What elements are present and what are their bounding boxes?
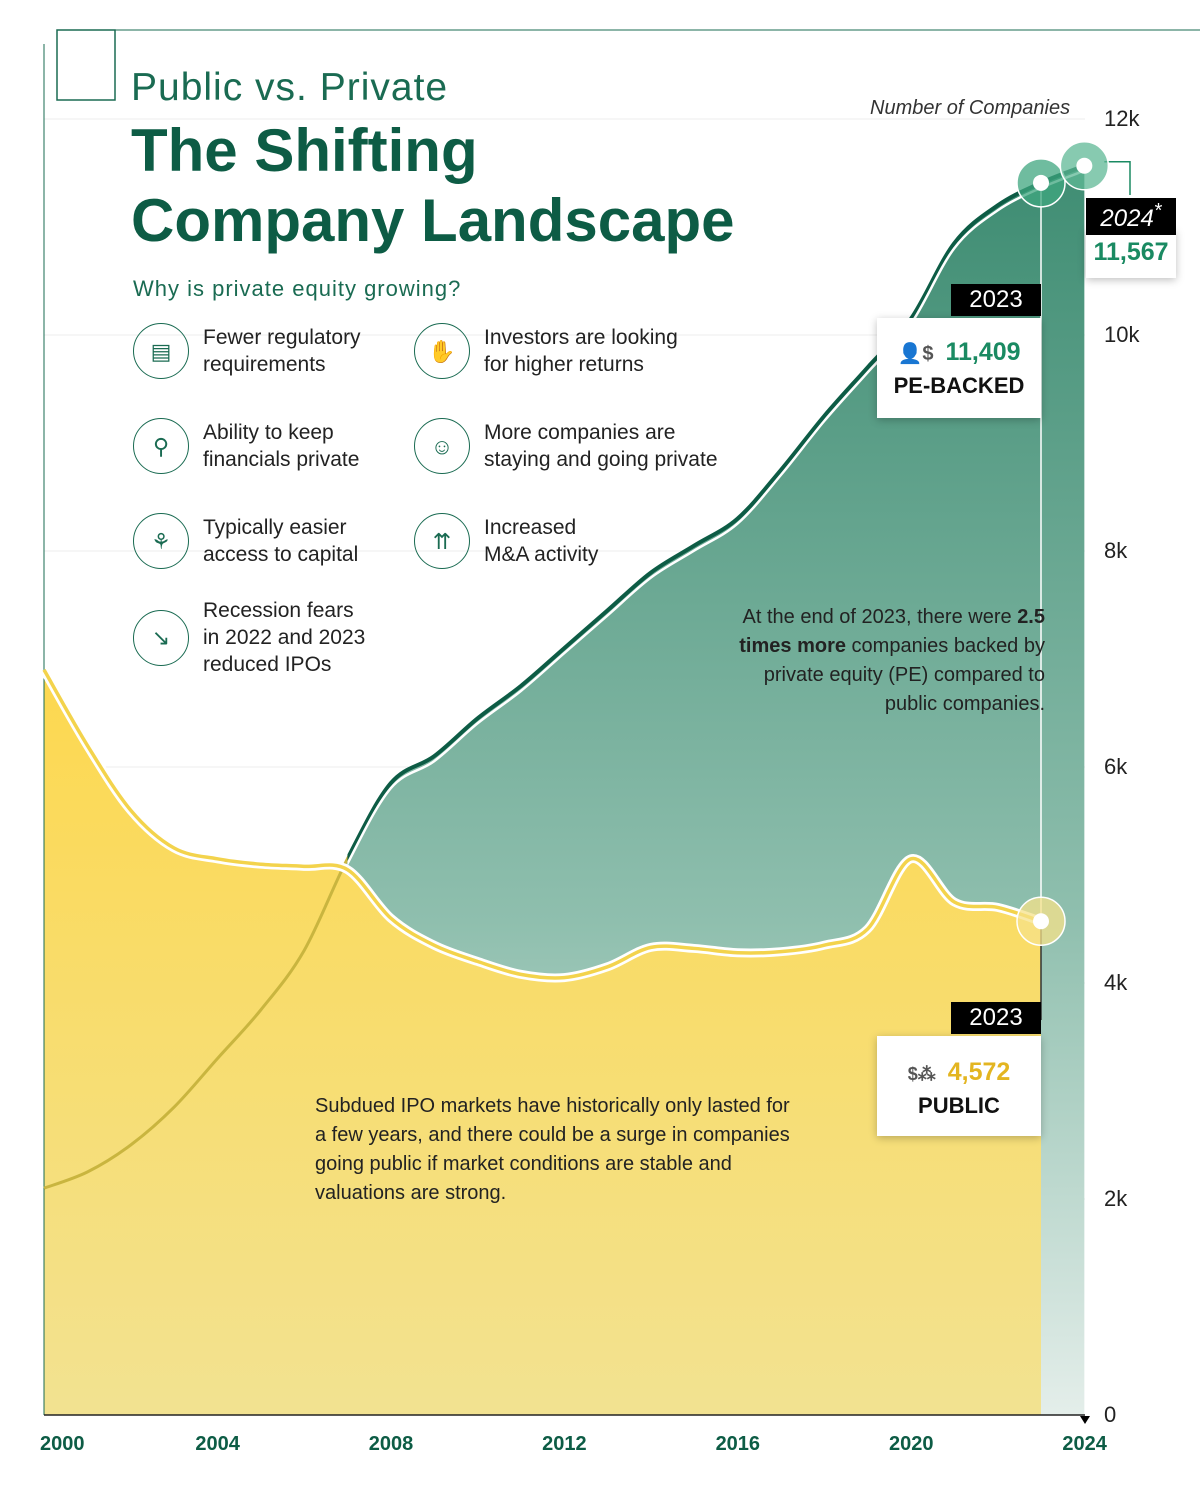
reason-item: ⇈ Increased M&A activity [414,513,598,569]
y-axis-title: Number of Companies [870,97,1071,119]
reason-line: staying and going private [484,448,718,471]
y-tick-label: 6k [1104,754,1128,779]
y-tick-label: 10k [1104,322,1140,347]
reason-item: ⚘ Typically easier access to capital [133,513,358,569]
reason-line: for higher returns [484,353,644,376]
connector-2024 [1104,161,1131,195]
reason-line: Fewer regulatory [203,326,361,349]
reason-line: More companies are [484,421,676,444]
reason-text: Recession fears in 2022 and 2023 reduced I… [203,597,365,678]
chart-down-icon: ↘ [133,609,189,666]
reason-line: financials private [203,448,360,471]
public-note: Subdued IPO markets have historically on… [315,1095,790,1204]
y-tick-label: 2k [1104,1186,1128,1211]
reason-item: ☺ More companies are staying and going pri… [414,418,718,474]
reason-text: Increased M&A activity [484,514,598,568]
decor-square [56,29,116,101]
reason-line: Investors are looking [484,326,678,349]
callout-value-row: 👤$ 11,409 [877,318,1041,367]
reason-line: Ability to keep [203,421,334,444]
x-tick-label: 2012 [542,1433,587,1455]
public-line [42,668,1042,980]
callout-value: 11,567 [1093,238,1169,266]
callout-pe-2024: 2024* 11,567 [1086,198,1176,278]
person-dollar-icon: 👤$ [897,343,934,365]
callout-value: 11,409 [945,338,1021,366]
note-text: companies backed by private equity (PE) … [763,635,1045,715]
question: Why is private equity growing? [133,276,462,301]
y-tick-label: 8k [1104,538,1128,563]
note-bold: 2.5 times more [739,606,1045,657]
callout-year: 2023 [951,1002,1041,1034]
title-line-1: The Shifting [131,117,478,184]
callout-year: 2024* [1086,198,1176,235]
reason-item: ⚲ Ability to keep financials private [133,418,359,474]
person-dollar-icon: ☺ [414,418,470,474]
x-tick-label: 2000 [40,1433,85,1455]
people-dollar-icon: $⁂ [907,1064,936,1084]
asterisk: * [1153,200,1162,222]
clipboard-icon: ▤ [133,323,189,379]
plant-dollar-icon: ⚘ [133,513,189,569]
callout-value: 4,572 [947,1058,1011,1086]
reason-line: in 2022 and 2023 [203,626,366,649]
reason-text: Fewer regulatory requirements [203,324,361,378]
y-tick-label: 4k [1104,970,1128,995]
pe-note: At the end of 2023, there were 2.5 times… [725,603,1045,719]
callout-value-row: $⁂ 4,572 [877,1036,1041,1087]
callout-year: 2023 [951,284,1041,316]
title-line-2: Company Landscape [131,187,735,254]
reason-text: Typically easier access to capital [203,514,358,568]
year-text: 2024 [1100,205,1154,232]
reason-text: Ability to keep financials private [203,419,359,473]
y-tick-label: 0 [1104,1402,1117,1427]
x-tick-label: 2024 [1062,1433,1107,1455]
reason-line: access to capital [203,543,359,566]
reason-line: requirements [203,353,326,376]
reason-line: M&A activity [484,543,599,566]
x-tick-label: 2004 [195,1433,240,1455]
money-hand-icon: ✋ [414,323,470,379]
arrows-up-icon: ⇈ [414,513,470,569]
callout-public-2023: 2023 $⁂ 4,572 PUBLIC [877,1002,1041,1136]
page-title: The Shifting Company Landscape [131,116,735,256]
pe-point-2024 [1059,141,1110,191]
pe-point-2023 [1016,158,1066,208]
x-tick-label: 2008 [368,1433,414,1455]
x-axis-arrow [1080,1416,1090,1424]
callout-pe-2023: 2023 👤$ 11,409 PE-BACKED [877,284,1041,418]
x-tick-label: 2020 [888,1433,934,1455]
reason-text: More companies are staying and going priv… [484,419,718,473]
note-text: At the end of 2023, there were [742,606,1018,628]
reason-text: Investors are looking for higher returns [484,324,678,378]
reason-item: ↘ Recession fears in 2022 and 2023 reduced … [133,597,365,678]
public-point-2023 [1016,896,1066,946]
reason-line: Typically easier [203,516,347,539]
subtitle: Public vs. Private [131,66,449,109]
callout-label: PUBLIC [918,1093,1000,1118]
x-tick-label: 2016 [715,1433,761,1455]
magnifier-dollar-icon: ⚲ [133,418,189,474]
reason-item: ✋ Investors are looking for higher returns [414,323,678,379]
y-tick-label: 12k [1104,106,1140,131]
public-area [44,669,1041,1415]
reason-line: Increased [484,516,577,539]
reason-line: reduced IPOs [203,653,332,676]
reason-item: ▤ Fewer regulatory requirements [133,323,361,379]
callout-label: PE-BACKED [893,373,1025,398]
pe-area-2024 [1041,165,1085,1415]
reason-line: Recession fears [203,599,354,622]
